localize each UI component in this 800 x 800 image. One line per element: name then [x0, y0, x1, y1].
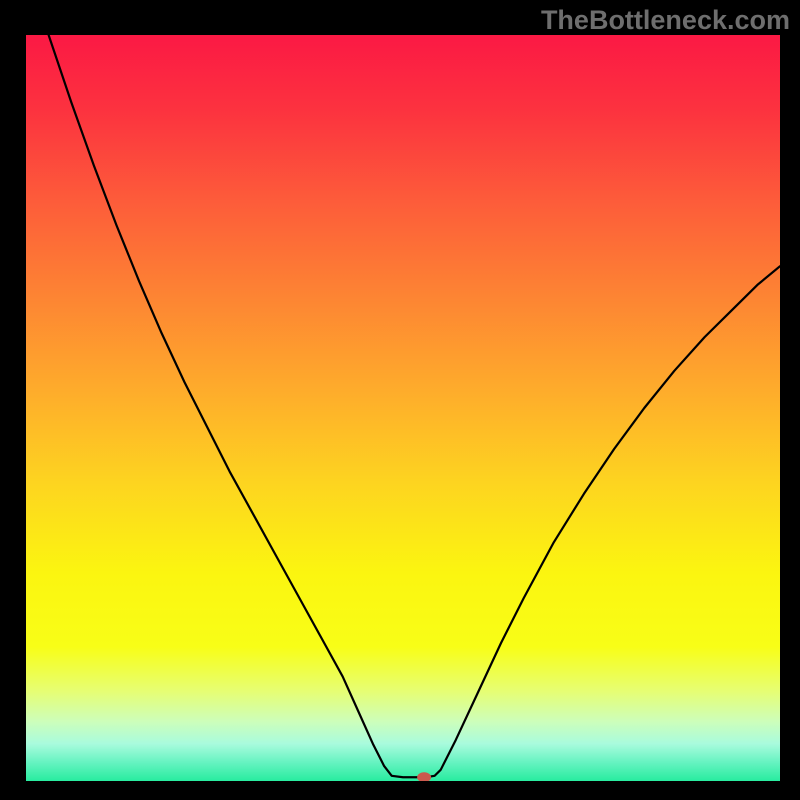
plot-area	[26, 35, 780, 781]
chart-svg	[26, 35, 780, 781]
watermark-text: TheBottleneck.com	[541, 5, 790, 36]
gradient-background	[26, 35, 780, 781]
